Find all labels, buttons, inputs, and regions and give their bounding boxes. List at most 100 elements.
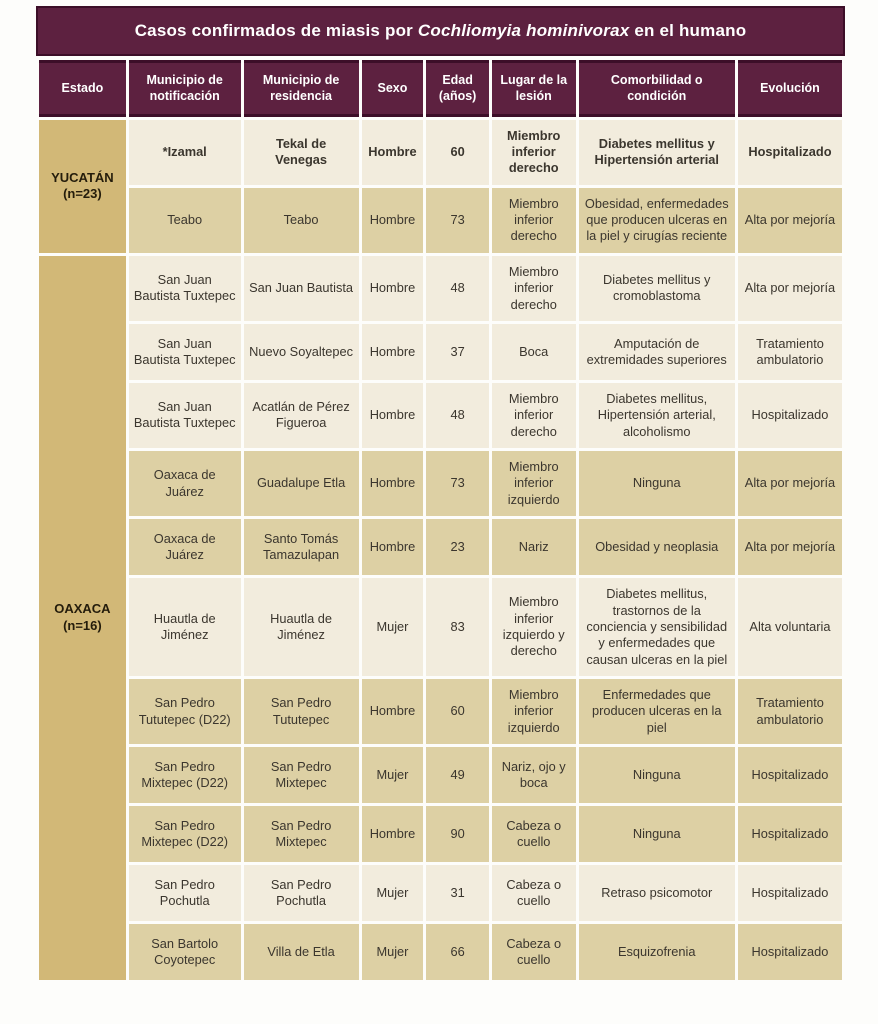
cell-lugar-lesion: Nariz, ojo y boca [491, 747, 576, 804]
estado-name: OAXACA [54, 601, 111, 617]
table-row: Teabo Teabo Hombre 73 Miembro inferior derec… [39, 187, 842, 253]
cell-municipio-residencia: Huautla de Jiménez [243, 578, 359, 676]
title-suffix: en el humano [629, 21, 747, 40]
cell-municipio-notificacion: San Pedro Pochutla [128, 865, 241, 922]
cell-sexo: Hombre [361, 119, 424, 185]
cell-municipio-residencia: San Juan Bautista [243, 255, 359, 321]
cell-lugar-lesion: Boca [491, 323, 576, 380]
cell-municipio-residencia: Villa de Etla [243, 924, 359, 981]
cell-edad: 73 [426, 187, 489, 253]
cell-comorbilidad: Retraso psicomotor [578, 865, 735, 922]
cell-comorbilidad: Ninguna [578, 806, 735, 863]
cell-evolucion: Alta por mejoría [737, 187, 842, 253]
cell-lugar-lesion: Nariz [491, 519, 576, 576]
cell-edad: 49 [426, 747, 489, 804]
cell-municipio-notificacion: Oaxaca de Juárez [128, 519, 241, 576]
cell-edad: 48 [426, 382, 489, 448]
cell-evolucion: Alta por mejoría [737, 451, 842, 517]
cell-evolucion: Hospitalizado [737, 865, 842, 922]
column-header: Municipio de residencia [243, 60, 359, 117]
cell-comorbilidad: Diabetes mellitus y cromoblastoma [578, 255, 735, 321]
cell-edad: 60 [426, 119, 489, 185]
cell-sexo: Mujer [361, 924, 424, 981]
table-row: YUCATÁN (n=23) *Izamal Tekal de Venegas Homb… [39, 119, 842, 253]
cell-comorbilidad: Obesidad, enfermedades que producen ulce… [578, 187, 735, 253]
cell-sexo: Hombre [361, 451, 424, 517]
cell-municipio-notificacion: San Juan Bautista Tuxtepec [128, 323, 241, 380]
cell-evolucion: Hospitalizado [737, 119, 842, 185]
cell-lugar-lesion: Cabeza o cuello [491, 865, 576, 922]
cell-evolucion: Alta por mejoría [737, 519, 842, 576]
cell-comorbilidad: Diabetes mellitus, Hipertensión arterial… [578, 382, 735, 448]
cell-municipio-residencia: Guadalupe Etla [243, 451, 359, 517]
cell-evolucion: Hospitalizado [737, 806, 842, 863]
cell-lugar-lesion: Miembro inferior derecho [491, 255, 576, 321]
cell-sexo: Hombre [361, 187, 424, 253]
cell-municipio-residencia: Teabo [243, 187, 359, 253]
table-row: San Pedro Mixtepec (D22) San Pedro Mixtep… [39, 747, 842, 804]
cell-comorbilidad: Amputación de extremidades superiores [578, 323, 735, 380]
table-row: OAXACA (n=16) San Juan Bautista Tuxtepec Sa… [39, 255, 842, 981]
column-header: Municipio de notificación [128, 60, 241, 117]
cell-sexo: Hombre [361, 519, 424, 576]
cell-municipio-residencia: San Pedro Mixtepec [243, 806, 359, 863]
column-header: Evolución [737, 60, 842, 117]
table-title: Casos confirmados de miasis por Cochliom… [36, 6, 845, 56]
cell-edad: 37 [426, 323, 489, 380]
column-header: Lugar de la lesión [491, 60, 576, 117]
cell-evolucion: Alta por mejoría [737, 255, 842, 321]
estado-cell: OAXACA (n=16) [39, 255, 126, 981]
cell-sexo: Hombre [361, 255, 424, 321]
cell-municipio-notificacion: San Juan Bautista Tuxtepec [128, 382, 241, 448]
table-row: Oaxaca de Juárez Santo Tomás Tamazulapan H… [39, 519, 842, 576]
cell-edad: 23 [426, 519, 489, 576]
cell-sexo: Mujer [361, 747, 424, 804]
cell-comorbilidad: Enfermedades que producen ulceras en la … [578, 679, 735, 745]
cell-municipio-notificacion: San Juan Bautista Tuxtepec [128, 255, 241, 321]
cell-evolucion: Tratamiento ambulatorio [737, 679, 842, 745]
cell-evolucion: Tratamiento ambulatorio [737, 323, 842, 380]
cell-edad: 73 [426, 451, 489, 517]
table-row: San Pedro Pochutla San Pedro Pochutla Muje… [39, 865, 842, 922]
estado-count: (n=23) [63, 186, 102, 202]
title-species-name: Cochliomyia hominivorax [417, 21, 630, 40]
cell-sexo: Mujer [361, 865, 424, 922]
cell-comorbilidad: Ninguna [578, 451, 735, 517]
column-header: Edad (años) [426, 60, 489, 117]
cell-sexo: Hombre [361, 382, 424, 448]
cell-municipio-notificacion: Teabo [128, 187, 241, 253]
cell-municipio-residencia: Nuevo Soyaltepec [243, 323, 359, 380]
cell-lugar-lesion: Miembro inferior izquierdo y derecho [491, 578, 576, 676]
cell-sexo: Hombre [361, 323, 424, 380]
cell-municipio-residencia: Tekal de Venegas [243, 119, 359, 185]
cell-edad: 90 [426, 806, 489, 863]
table-row: San Juan Bautista Tuxtepec Acatlán de Pér… [39, 382, 842, 448]
cell-edad: 60 [426, 679, 489, 745]
column-header: Comorbilidad o condición [578, 60, 735, 117]
cell-municipio-residencia: Santo Tomás Tamazulapan [243, 519, 359, 576]
cell-lugar-lesion: Miembro inferior derecho [491, 382, 576, 448]
cell-municipio-notificacion: San Bartolo Coyotepec [128, 924, 241, 981]
cell-sexo: Hombre [361, 806, 424, 863]
header-row: Estado Municipio de notificación Municipio… [39, 60, 842, 117]
cell-municipio-notificacion: Oaxaca de Juárez [128, 451, 241, 517]
cell-edad: 31 [426, 865, 489, 922]
column-header: Estado [39, 60, 126, 117]
estado-cell: YUCATÁN (n=23) [39, 119, 126, 253]
cell-comorbilidad: Obesidad y neoplasia [578, 519, 735, 576]
table-row: Huautla de Jiménez Huautla de Jiménez Muje… [39, 578, 842, 676]
cell-evolucion: Hospitalizado [737, 382, 842, 448]
cell-lugar-lesion: Miembro inferior izquierdo [491, 679, 576, 745]
table-row: San Pedro Tututepec (D22) San Pedro Tutut… [39, 679, 842, 745]
cell-lugar-lesion: Miembro inferior derecho [491, 119, 576, 185]
cell-municipio-notificacion: San Pedro Tututepec (D22) [128, 679, 241, 745]
cell-lugar-lesion: Cabeza o cuello [491, 924, 576, 981]
cell-evolucion: Hospitalizado [737, 924, 842, 981]
cell-municipio-residencia: Acatlán de Pérez Figueroa [243, 382, 359, 448]
table-row: San Pedro Mixtepec (D22) San Pedro Mixtep… [39, 806, 842, 863]
cell-municipio-residencia: San Pedro Mixtepec [243, 747, 359, 804]
cell-edad: 66 [426, 924, 489, 981]
table-row: San Juan Bautista Tuxtepec Nuevo Soyaltep… [39, 323, 842, 380]
cell-edad: 48 [426, 255, 489, 321]
